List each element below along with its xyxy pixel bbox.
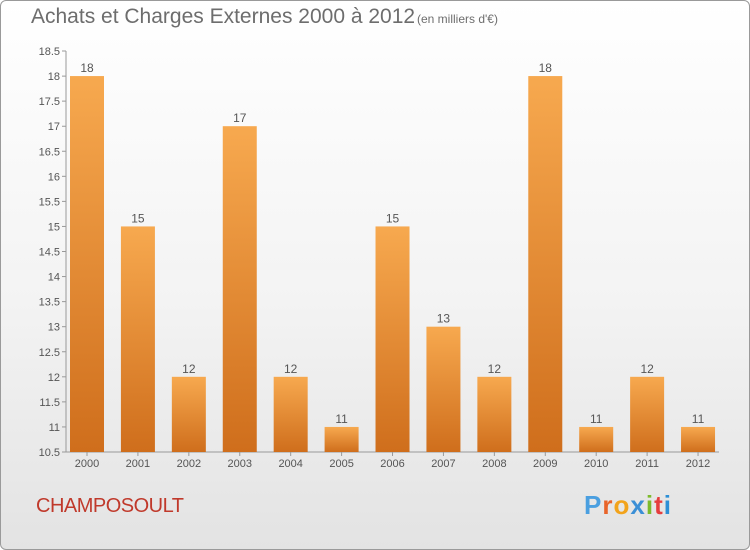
bar-value-label: 12 bbox=[182, 362, 196, 376]
bar-value-label: 13 bbox=[437, 312, 451, 326]
bar-value-label: 15 bbox=[386, 211, 400, 225]
bar-value-label: 12 bbox=[640, 362, 654, 376]
logo-letter: i bbox=[663, 490, 672, 520]
bar-2001[interactable] bbox=[120, 226, 155, 452]
logo-letter: P bbox=[584, 490, 603, 520]
bar-2002[interactable] bbox=[171, 376, 206, 452]
x-axis: 2000 2001 2002 2003 2004 2005 2006 2007 2008 2009… bbox=[75, 452, 710, 470]
bar-2011[interactable] bbox=[630, 376, 665, 452]
logo-letter: i bbox=[645, 490, 655, 520]
bar-2003[interactable] bbox=[222, 126, 257, 452]
y-tick-label: 11 bbox=[49, 422, 60, 434]
logo-letter: r bbox=[602, 490, 614, 520]
bar-2005[interactable] bbox=[324, 426, 359, 452]
bar-2009[interactable] bbox=[528, 76, 563, 452]
bar-2000[interactable] bbox=[70, 76, 104, 452]
y-tick-label: 18.5 bbox=[39, 46, 60, 58]
x-tick-label: 2003 bbox=[228, 458, 252, 470]
y-tick-label: 11.5 bbox=[39, 397, 60, 409]
chart-title: Achats et Charges Externes 2000 à 2012 bbox=[31, 5, 416, 28]
bar-value-label: 11 bbox=[335, 412, 348, 426]
y-tick-label: 15 bbox=[48, 221, 60, 233]
bar-2010[interactable] bbox=[579, 426, 614, 452]
y-tick-label: 13 bbox=[48, 322, 60, 334]
x-tick-label: 2001 bbox=[126, 458, 150, 470]
x-tick-label: 2012 bbox=[686, 458, 710, 470]
y-tick-label: 13.5 bbox=[39, 297, 60, 309]
logo-letter: o bbox=[613, 490, 631, 520]
x-tick-label: 2006 bbox=[380, 458, 404, 470]
bar-value-label: 12 bbox=[284, 362, 298, 376]
bar-value-label: 17 bbox=[233, 111, 247, 125]
y-tick-label: 17.5 bbox=[39, 96, 60, 108]
bar-value-label: 18 bbox=[80, 61, 94, 75]
bar-2008[interactable] bbox=[477, 376, 512, 452]
y-tick-label: 12.5 bbox=[39, 347, 60, 359]
x-tick-label: 2005 bbox=[329, 458, 353, 470]
bar-value-label: 12 bbox=[488, 362, 502, 376]
x-tick-label: 2000 bbox=[75, 458, 99, 470]
bar-2007[interactable] bbox=[426, 326, 461, 452]
y-tick-label: 14.5 bbox=[39, 247, 60, 259]
commune-name: CHAMPOSOULT bbox=[36, 495, 184, 517]
x-tick-label: 2009 bbox=[533, 458, 557, 470]
bar-value-label: 15 bbox=[131, 211, 145, 225]
x-tick-label: 2002 bbox=[177, 458, 201, 470]
y-tick-label: 16.5 bbox=[39, 146, 60, 158]
bars: 18 15 12 17 12 11 15 13 12 18 11 12 11 bbox=[70, 61, 716, 452]
y-tick-label: 15.5 bbox=[39, 196, 60, 208]
logo-letter: x bbox=[630, 490, 646, 520]
y-tick-label: 18 bbox=[48, 71, 60, 83]
x-tick-label: 2008 bbox=[482, 458, 506, 470]
chart-unit: (en milliers d'€) bbox=[417, 12, 498, 26]
y-tick-label: 14 bbox=[48, 272, 60, 284]
y-tick-label: 10.5 bbox=[39, 447, 60, 459]
y-axis: 10.5 11 11.5 12 12.5 13 13.5 14 14.5 15 15.5 16 16.5… bbox=[39, 46, 66, 459]
y-tick-label: 17 bbox=[48, 121, 60, 133]
bar-value-label: 11 bbox=[692, 412, 705, 426]
logo-letter: t bbox=[654, 490, 664, 520]
x-tick-label: 2011 bbox=[635, 458, 659, 470]
bar-2004[interactable] bbox=[273, 376, 308, 452]
bar-2012[interactable] bbox=[681, 426, 716, 452]
x-tick-label: 2007 bbox=[431, 458, 455, 470]
bar-value-label: 11 bbox=[590, 412, 603, 426]
x-tick-label: 2004 bbox=[278, 458, 302, 470]
proxiti-logo[interactable]: Proxiti bbox=[584, 490, 672, 521]
x-tick-label: 2010 bbox=[584, 458, 608, 470]
y-tick-label: 12 bbox=[48, 372, 60, 384]
y-tick-label: 16 bbox=[48, 171, 60, 183]
bar-2006[interactable] bbox=[375, 226, 410, 452]
bar-value-label: 18 bbox=[539, 61, 553, 75]
